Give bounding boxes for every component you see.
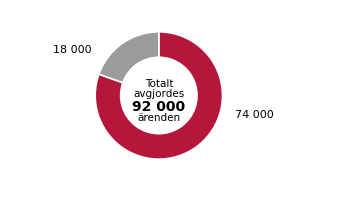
Wedge shape: [95, 32, 222, 159]
Text: ärenden: ärenden: [137, 113, 180, 123]
Text: 74 000: 74 000: [235, 110, 274, 120]
Wedge shape: [99, 32, 159, 83]
Text: avgjordes: avgjordes: [133, 89, 184, 99]
Text: Totalt: Totalt: [145, 79, 173, 89]
Text: 18 000: 18 000: [53, 45, 92, 55]
Text: 92 000: 92 000: [132, 100, 186, 114]
